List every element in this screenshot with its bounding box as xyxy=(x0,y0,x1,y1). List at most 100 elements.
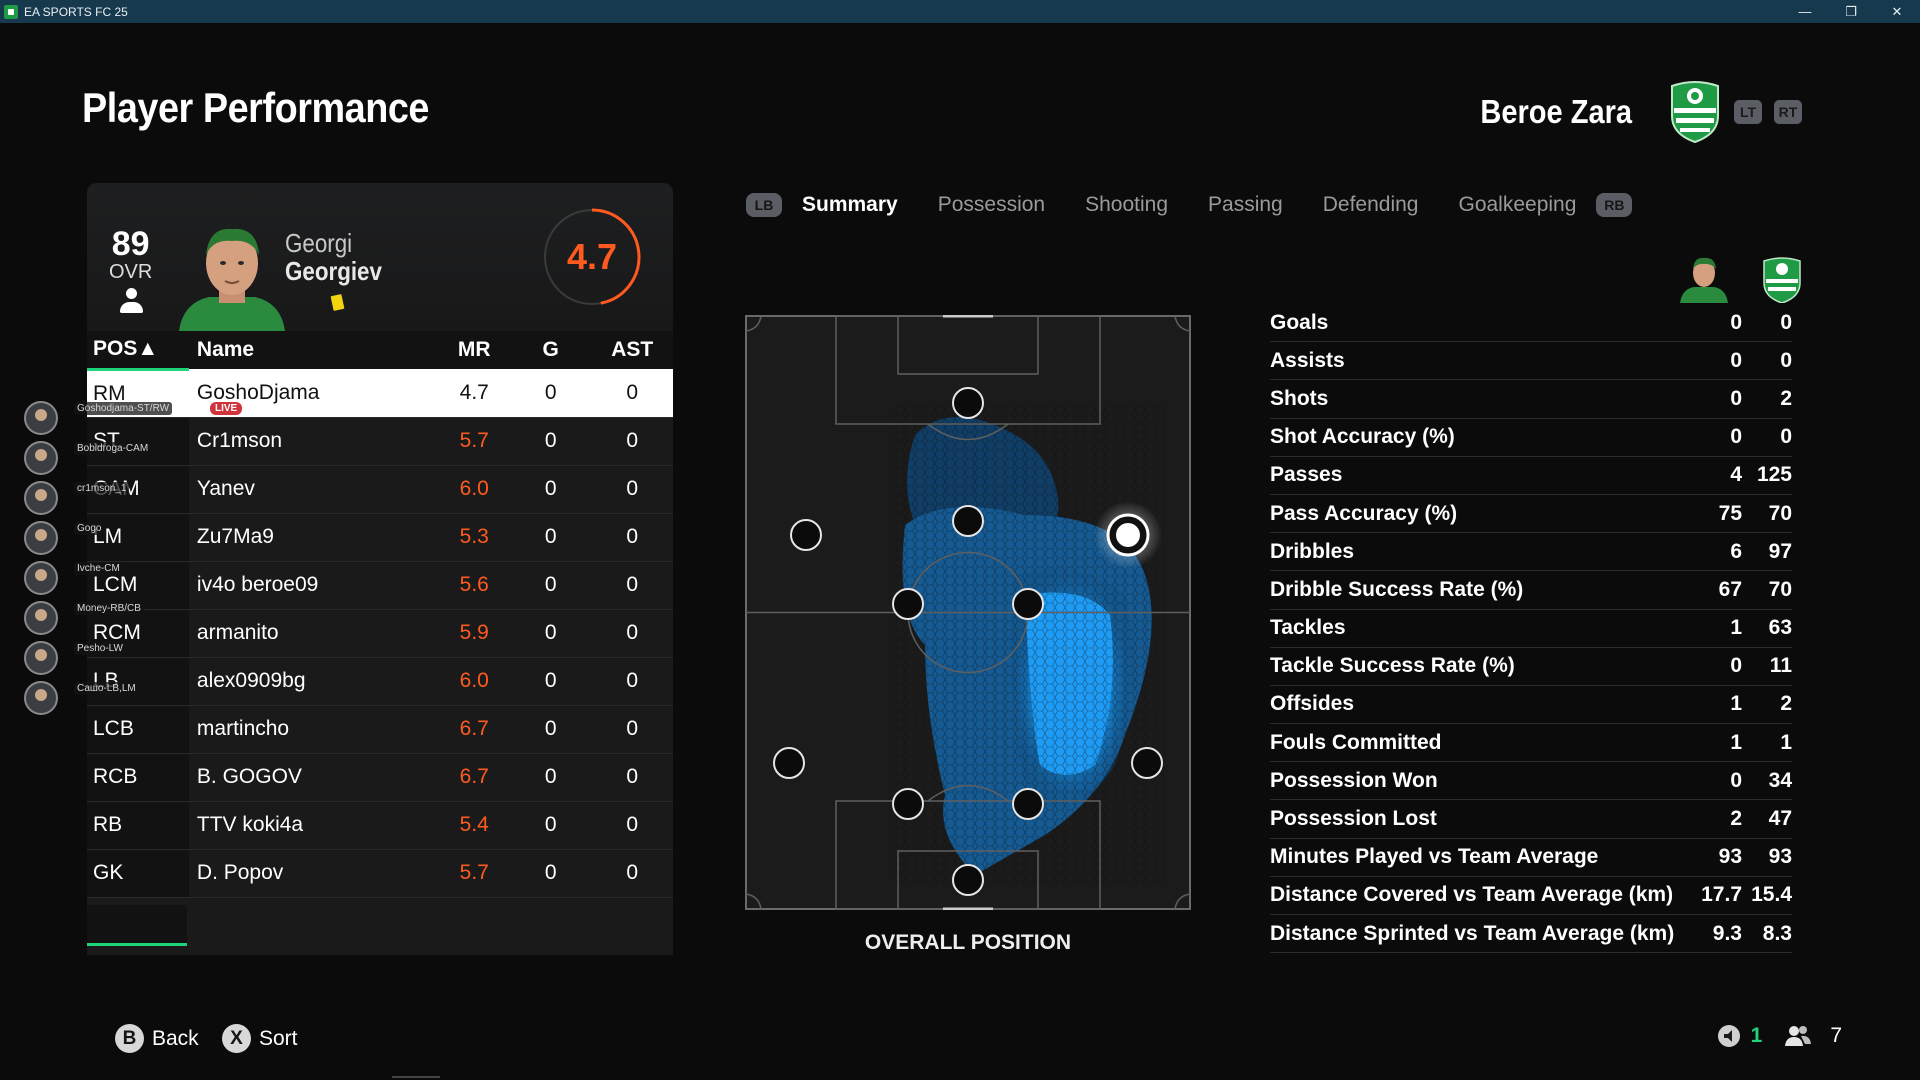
lb-button[interactable]: LB xyxy=(746,193,782,217)
rb-button[interactable]: RB xyxy=(1596,193,1633,217)
stat-row: Tackles 1 63 xyxy=(1270,610,1792,648)
roster-row[interactable]: LM Zu7Ma9 5.3 0 0 xyxy=(87,513,673,562)
party-avatar xyxy=(24,441,58,475)
tab-shooting[interactable]: Shooting xyxy=(1085,193,1169,216)
roster-name: TTV koki4a xyxy=(188,801,439,850)
tab-defending[interactable]: Defending xyxy=(1322,193,1419,216)
position-heatmap xyxy=(745,315,1191,910)
stat-team-value: 2 xyxy=(1780,692,1792,716)
roster-assists: 0 xyxy=(591,657,673,706)
party-avatar xyxy=(24,521,58,555)
stat-team-value: 1 xyxy=(1780,730,1792,754)
roster-pos: RCB xyxy=(87,753,189,802)
roster-row[interactable]: RCM armanito 5.9 0 0 xyxy=(87,609,673,658)
roster-mr: 6.0 xyxy=(438,657,510,706)
roster-row[interactable]: LCB martincho 6.7 0 0 xyxy=(87,705,673,754)
stat-player-value: 67 xyxy=(1718,577,1742,601)
tab-possession[interactable]: Possession xyxy=(937,193,1046,216)
tab-summary[interactable]: Summary xyxy=(802,193,898,216)
lt-button[interactable]: LT xyxy=(1734,100,1762,124)
roster-goals: 0 xyxy=(509,417,592,466)
network-count: 1 xyxy=(1750,1024,1763,1047)
roster-goals: 0 xyxy=(509,465,592,514)
roster-row[interactable]: GK D. Popov 5.7 0 0 xyxy=(87,849,673,898)
roster-assists: 0 xyxy=(591,465,673,514)
roster-mr: 6.0 xyxy=(438,465,510,514)
stat-team-value: 11 xyxy=(1769,654,1792,678)
stat-row: Assists 0 0 xyxy=(1270,342,1792,381)
tab-passing[interactable]: Passing xyxy=(1208,193,1283,216)
marker-lm xyxy=(790,519,822,551)
party-member[interactable]: Goshodjama-ST/RW LIVE xyxy=(24,398,243,438)
pitch-label: OVERALL POSITION xyxy=(864,931,1072,954)
marker-rcm xyxy=(1012,588,1044,620)
roster-row[interactable]: RM GoshoDjama 4.7 0 0 xyxy=(87,369,673,418)
heat-zones xyxy=(895,405,1165,885)
roster-assists: 0 xyxy=(591,609,673,658)
party-member-tag: Money-RB/CB xyxy=(74,602,144,615)
header-g[interactable]: G xyxy=(509,331,592,369)
x-button-icon: X xyxy=(222,1024,251,1053)
party-member[interactable]: Pesho-LW xyxy=(24,638,224,678)
window-controls: — ❐ ✕ xyxy=(1782,0,1920,23)
minimize-button[interactable]: — xyxy=(1798,4,1812,19)
roster-goals: 0 xyxy=(509,753,592,802)
roster-row[interactable]: RB TTV koki4a 5.4 0 0 xyxy=(87,801,673,850)
stat-player-value: 0 xyxy=(1730,425,1742,449)
marker-lcb xyxy=(892,788,924,820)
stat-team-value: 0 xyxy=(1780,425,1792,449)
party-member[interactable]: cr1mson_1 xyxy=(24,478,224,518)
party-member[interactable]: Gogo xyxy=(24,518,224,558)
stat-row: Shots 0 2 xyxy=(1270,380,1792,419)
rating-ring xyxy=(544,208,641,305)
roster-row[interactable]: ST Cr1mson 5.7 0 0 xyxy=(87,417,673,466)
marker-gk xyxy=(952,864,984,896)
match-rating: 4.7 xyxy=(566,236,618,277)
stat-player-value: 2 xyxy=(1730,807,1742,831)
roster-row[interactable]: LB alex0909bg 6.0 0 0 xyxy=(87,657,673,706)
header-name[interactable]: Name xyxy=(188,331,439,369)
party-member[interactable]: Сашо-LB,LM xyxy=(24,678,224,718)
stat-player-value: 6 xyxy=(1730,539,1742,563)
stat-player-value: 0 xyxy=(1730,768,1742,792)
party-member-tag: Bobidroga-CAM xyxy=(74,442,152,455)
roster-goals: 0 xyxy=(509,561,592,610)
party-overlay: Goshodjama-ST/RW LIVE Bobidroga-CAM cr1mson… xyxy=(24,398,243,718)
roster-mr: 5.4 xyxy=(438,801,510,850)
team-crest-small-icon xyxy=(1763,257,1801,303)
marker-lcm xyxy=(892,588,924,620)
stat-team-value: 47 xyxy=(1768,807,1792,831)
party-member[interactable]: Money-RB/CB xyxy=(24,598,224,638)
party-member[interactable]: Bobidroga-CAM xyxy=(24,438,224,478)
party-member-tag: Pesho-LW xyxy=(74,642,126,655)
rt-button[interactable]: RT xyxy=(1774,100,1802,124)
players-count: 7 xyxy=(1830,1024,1842,1047)
roster-goals: 0 xyxy=(509,801,592,850)
restore-button[interactable]: ❐ xyxy=(1845,3,1857,19)
tab-goalkeeping[interactable]: Goalkeeping xyxy=(1458,193,1577,216)
close-button[interactable]: ✕ xyxy=(1891,3,1903,19)
stat-label: Assists xyxy=(1270,348,1345,372)
sort-hint[interactable]: X Sort xyxy=(222,1024,298,1053)
header-mr[interactable]: MR xyxy=(438,331,510,369)
stat-team-value: 34 xyxy=(1768,768,1792,792)
roster-assists: 0 xyxy=(591,705,673,754)
back-hint[interactable]: B Back xyxy=(115,1024,199,1053)
roster-goals: 0 xyxy=(509,513,592,562)
roster-goals: 0 xyxy=(509,705,592,754)
stat-row: Tackle Success Rate (%) 0 11 xyxy=(1270,648,1792,686)
stat-label: Minutes Played vs Team Average xyxy=(1270,845,1599,869)
stat-row: Offsides 1 2 xyxy=(1270,686,1792,725)
stat-player-value: 0 xyxy=(1730,654,1742,678)
stat-label: Fouls Committed xyxy=(1270,730,1442,754)
party-member[interactable]: Ivche-CM xyxy=(24,558,224,598)
roster-mr: 5.9 xyxy=(438,609,510,658)
scroll-indicator xyxy=(87,943,187,946)
header-ast[interactable]: AST xyxy=(591,331,673,369)
window-titlebar: EA SPORTS FC 25 — ❐ ✕ xyxy=(0,0,1920,23)
stat-player-value: 4 xyxy=(1730,463,1742,487)
header-pos[interactable]: POS▲ xyxy=(87,331,189,371)
roster-row[interactable]: RCB B. GOGOV 6.7 0 0 xyxy=(87,753,673,802)
roster-row[interactable]: CAMYanev6.000 xyxy=(87,465,673,514)
formation-markers xyxy=(773,387,1163,896)
